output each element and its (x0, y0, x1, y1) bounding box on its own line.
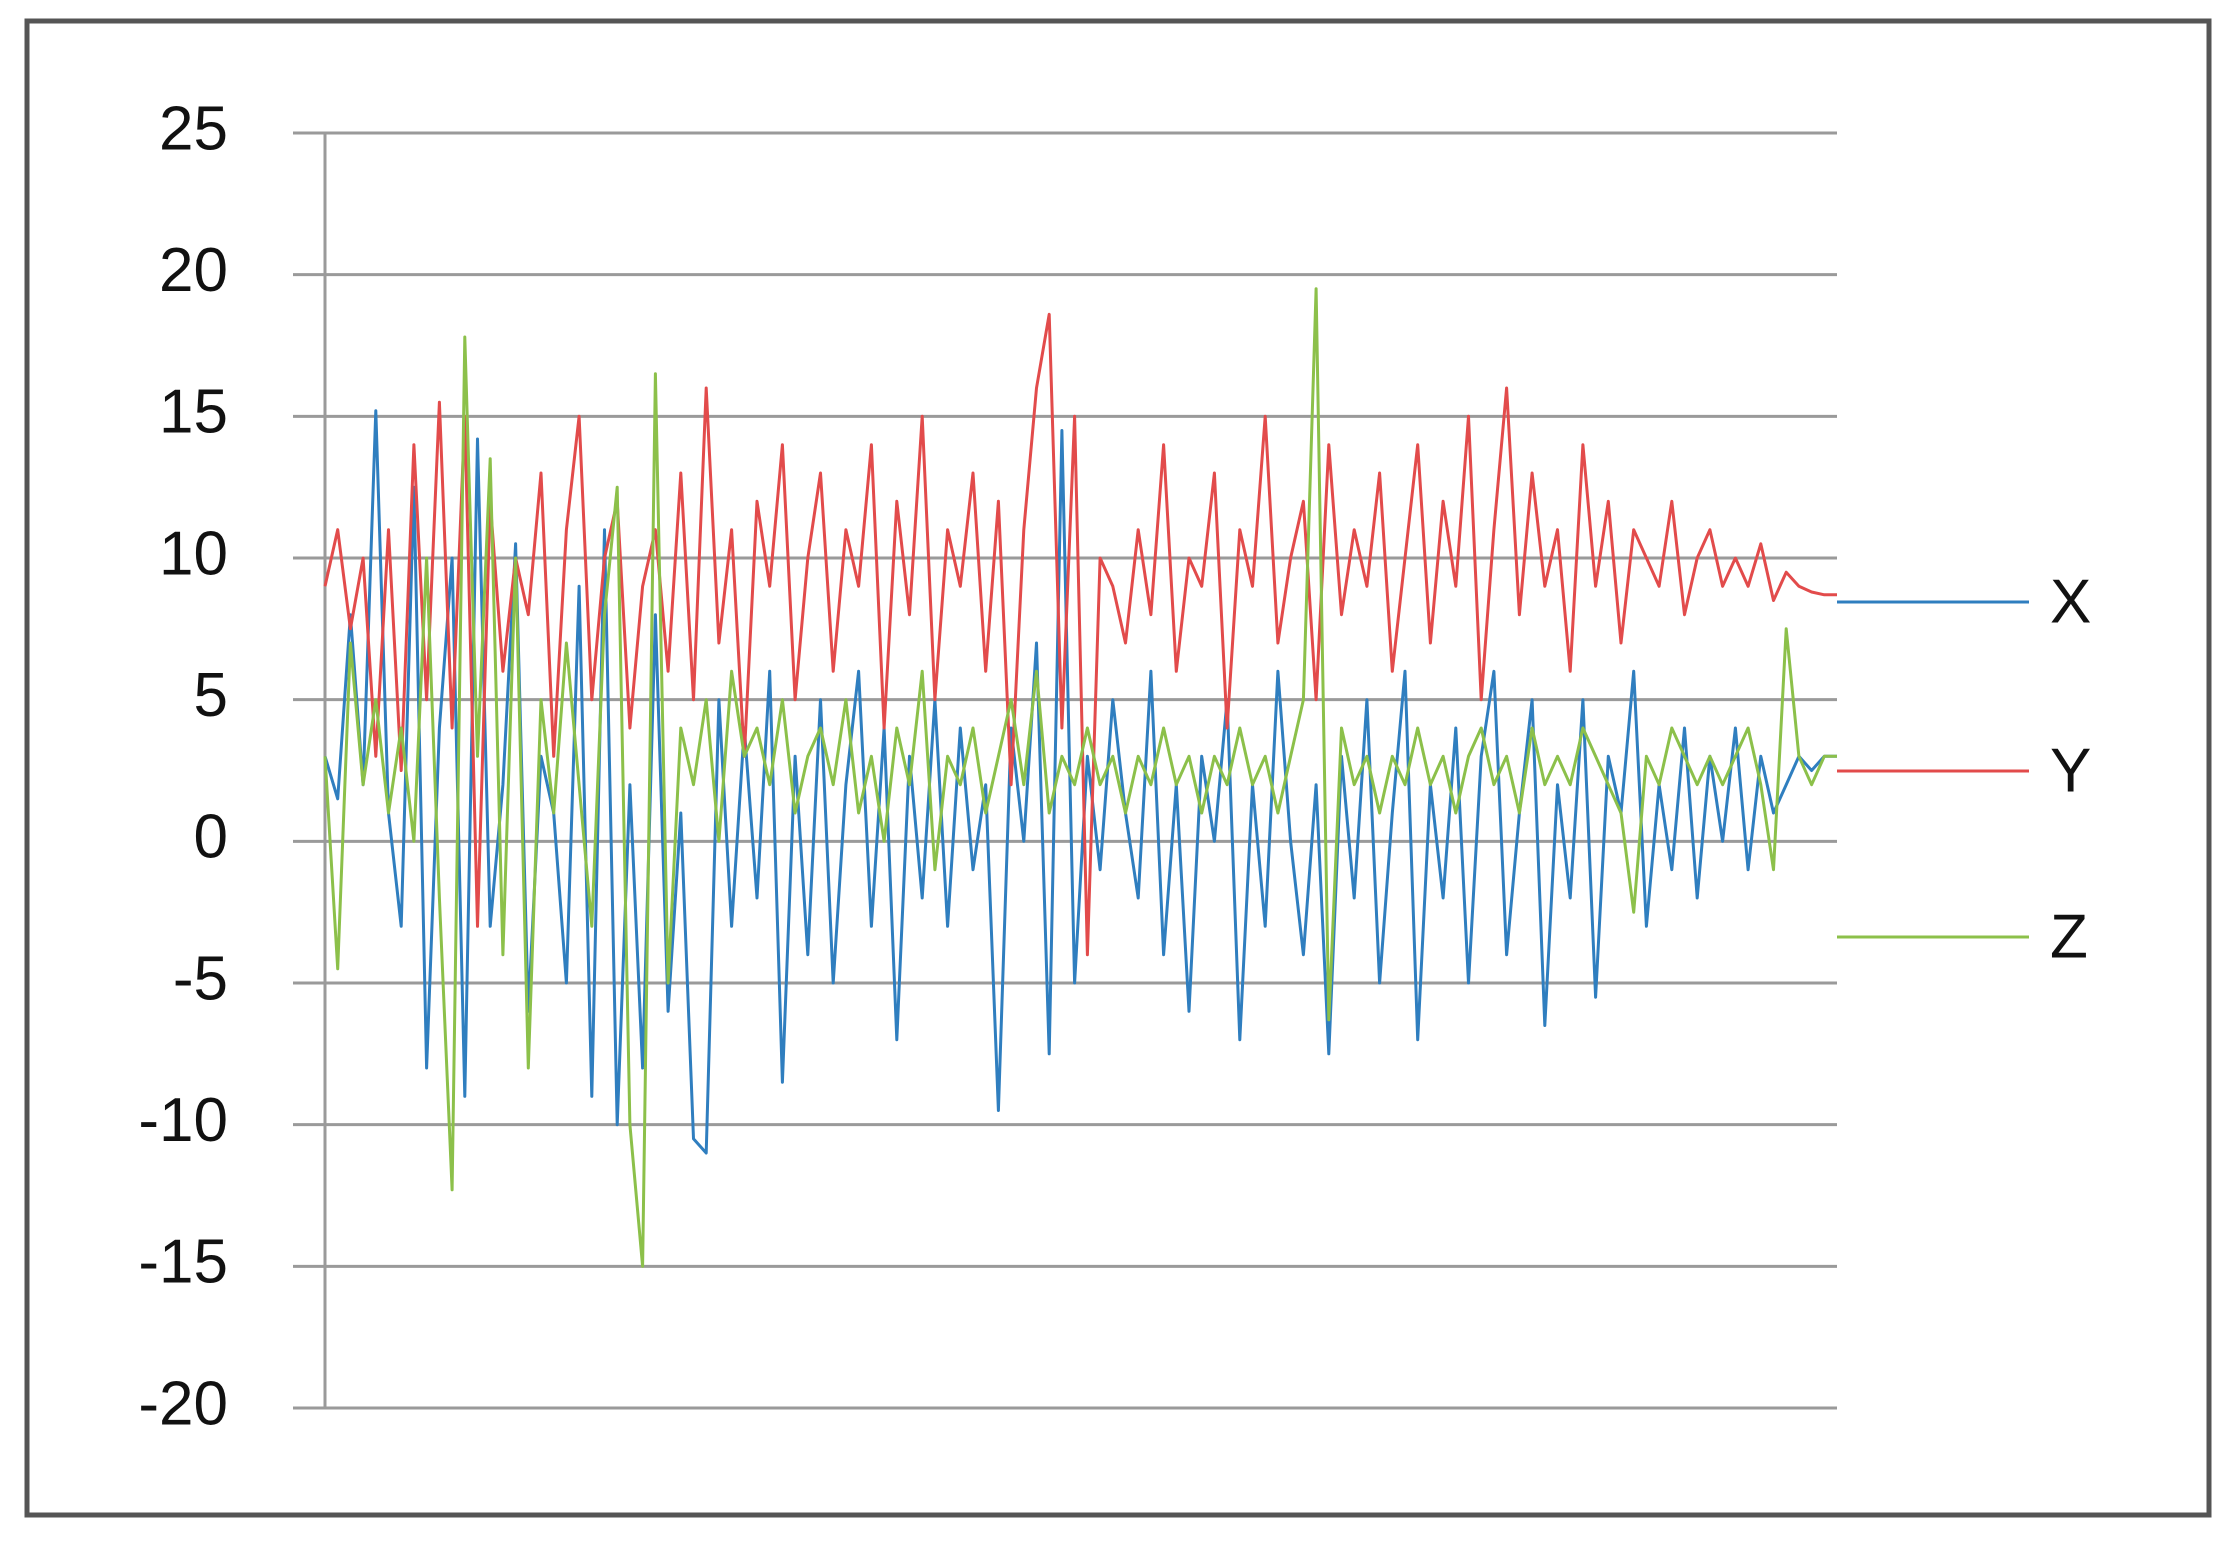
y-tick-label: -5 (173, 944, 228, 1013)
y-tick-label: 0 (194, 803, 228, 872)
grid: -20 -15 -10 -5 0 5 10 15 20 25 (138, 94, 1837, 1438)
y-tick-label: -20 (138, 1369, 228, 1438)
legend: X Y Z (1837, 567, 2091, 971)
legend-label: Z (2050, 902, 2088, 971)
y-tick-label: -10 (138, 1086, 228, 1155)
plot-area (323, 287, 1837, 1268)
series-line (323, 312, 1837, 957)
chart-border (24, 18, 2212, 1518)
y-tick-label: 10 (159, 519, 228, 588)
y-tick-label: 20 (159, 236, 228, 305)
series-line (323, 287, 1837, 1268)
y-tick-label: -15 (138, 1228, 228, 1297)
y-tick-label: 15 (159, 378, 228, 447)
legend-label: X (2050, 567, 2091, 636)
y-tick-label: 25 (159, 94, 228, 163)
series-line (323, 409, 1837, 1155)
legend-label: Y (2050, 736, 2091, 805)
y-tick-label: 5 (194, 661, 228, 730)
